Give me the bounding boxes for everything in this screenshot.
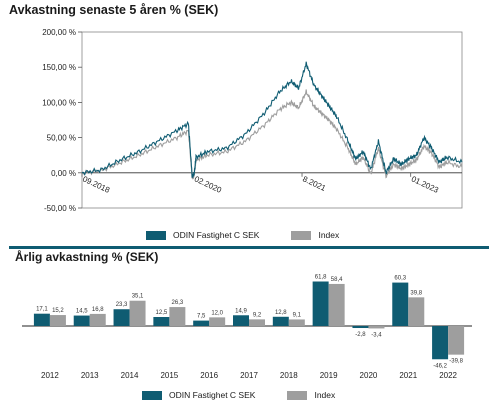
data-label-odin: 14,9 [235,308,247,314]
bar-index [169,307,186,326]
data-label-odin: 12,8 [275,310,287,316]
bar-index [249,319,265,326]
data-label-odin: 17,1 [36,307,48,313]
bar-odin [233,315,249,326]
y-tick-label: 150,00 % [42,63,76,72]
x-category-label: 2013 [81,371,99,380]
data-label-index: 26,3 [172,300,184,306]
data-label-odin: 12,5 [156,310,168,316]
line-chart: 200,00 % 150,00 % 100,00 % 50,00 % 0,00 % -50… [42,28,463,213]
x-category-label: 2018 [280,371,298,380]
x-category-label: 2017 [240,371,258,380]
bar-index [209,317,226,326]
legend-item-odin: ODIN Fastighet C SEK [146,230,259,240]
x-category-label: 2020 [360,371,378,380]
bar-index [368,326,385,329]
section-divider [9,246,489,249]
data-label-index: 9,2 [253,312,262,318]
bar-odin [73,315,90,326]
bar-index [408,297,425,326]
y-tick-label: -50,00 % [44,204,76,213]
data-label-index: 16,8 [92,307,104,313]
x-tick-label: 09.2018 [81,174,112,195]
legend-swatch-index [287,390,308,400]
bar-index [448,326,465,355]
bar-odin [432,326,449,360]
bar-odin [352,326,369,329]
data-label-odin: 61,8 [315,275,327,281]
legend-label-odin: ODIN Fastighet C SEK [169,390,256,400]
bar-odin [312,281,329,326]
data-label-index: 12,0 [211,310,223,316]
data-label-index: 35,1 [132,294,144,300]
bar-index [49,315,66,326]
bar-chart: 17,1 15,2 2012 14,5 16,8 2013 23,3 35,1 2014 12,5… [22,275,472,380]
x-category-label: 2016 [200,371,218,380]
data-label-odin: 60,3 [394,276,406,282]
x-tick-label: 01.2023 [410,174,441,195]
data-label-odin: 23,3 [116,302,128,308]
y-tick-label: 0,00 % [51,169,76,178]
bar-index [328,283,345,326]
line-chart-title: Avkastning senaste 5 åren % (SEK) [9,3,219,17]
legend-swatch-odin [146,230,166,240]
legend-item-index: Index [291,230,339,240]
line-chart-legend: ODIN Fastighet C SEK Index [146,230,371,240]
legend-label-index: Index [314,390,336,400]
data-label-index: 15,2 [52,308,64,314]
data-label-odin: -46,2 [433,363,447,369]
bar-index [89,313,106,326]
data-label-index: 58,4 [331,277,343,283]
x-category-label: 2021 [399,371,417,380]
data-label-odin: 7,5 [197,314,206,320]
x-tick-label: 02.2020 [193,174,224,195]
legend-label-odin: ODIN Fastighet C SEK [173,230,260,240]
data-label-index: 9,1 [293,312,302,318]
y-tick-label: 50,00 % [47,134,76,143]
data-label-index: -39,8 [449,359,463,365]
x-category-label: 2012 [41,371,59,380]
legend-swatch-odin [142,390,162,400]
data-label-index: 39,8 [410,290,422,296]
x-category-label: 2015 [160,371,178,380]
bar-odin [392,282,409,326]
bar-index [288,319,305,326]
x-tick-label: 8.2021 [301,174,327,193]
bar-index [129,300,146,326]
bar-odin [153,317,170,326]
bar-chart-title: Årlig avkastning % (SEK) [15,250,159,264]
x-category-label: 2022 [439,371,457,380]
data-label-odin: -2,8 [355,332,366,338]
x-category-label: 2014 [121,371,139,380]
legend-item-odin: ODIN Fastighet C SEK [142,390,255,400]
plot-frame [81,31,463,209]
bar-odin [193,320,210,326]
y-tick-label: 200,00 % [42,28,76,37]
bar-odin [113,309,130,326]
series-line-odin [81,61,463,179]
legend-swatch-index [291,230,312,240]
data-label-index: -3,4 [371,332,382,338]
bar-chart-legend: ODIN Fastighet C SEK Index [142,390,367,400]
legend-item-index: Index [287,390,335,400]
bar-odin [33,313,50,326]
y-tick-label: 100,00 % [42,98,76,107]
data-label-odin: 14,5 [76,309,88,315]
bar-odin [272,316,289,326]
x-category-label: 2019 [320,371,338,380]
legend-label-index: Index [318,230,340,240]
